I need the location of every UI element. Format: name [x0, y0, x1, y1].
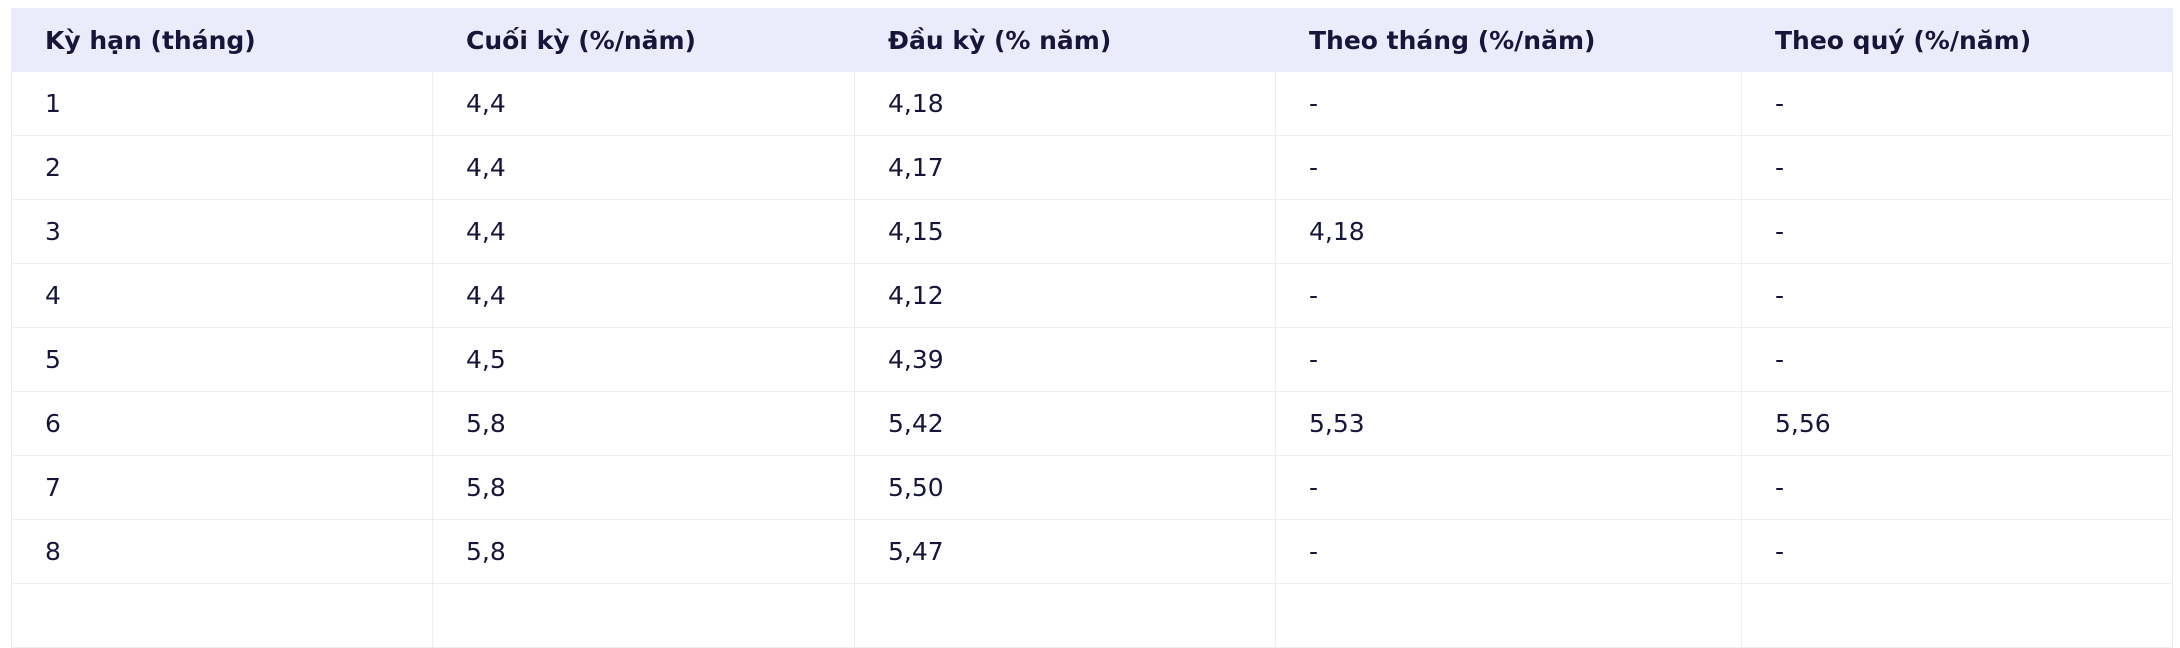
header-cell: Cuối kỳ (%/năm) — [432, 8, 855, 72]
table-cell-empty — [11, 583, 433, 648]
table-cell: 5,50 — [854, 455, 1276, 520]
table-cell: - — [1741, 455, 2173, 520]
table-row: 8 5,8 5,47- - — [11, 519, 2173, 584]
table-row-partial — [11, 583, 2173, 648]
header-row: Kỳ hạn (tháng) Cuối kỳ (%/năm) Đầu kỳ (% n… — [11, 8, 2173, 72]
table-cell: 4,4 — [432, 263, 855, 328]
table-cell: 5,8 — [432, 391, 855, 456]
table-cell-empty — [854, 583, 1276, 648]
table-cell: 5,42 — [854, 391, 1276, 456]
table-cell: - — [1741, 263, 2173, 328]
table-cell: 8 — [11, 519, 433, 584]
table-cell: 4,17 — [854, 135, 1276, 200]
table-cell: 5,47 — [854, 519, 1276, 584]
table-cell: 4,15 — [854, 199, 1276, 264]
table-cell: - — [1275, 71, 1742, 136]
rate-table: Kỳ hạn (tháng) Cuối kỳ (%/năm) Đầu kỳ (% n… — [11, 8, 2173, 648]
table-cell: - — [1275, 135, 1742, 200]
table-cell: - — [1275, 519, 1742, 584]
table-cell: - — [1741, 135, 2173, 200]
table-cell: 5 — [11, 327, 433, 392]
table-row: 2 4,4 4,17- - — [11, 135, 2173, 200]
table-cell: 4,39 — [854, 327, 1276, 392]
table-cell: - — [1275, 455, 1742, 520]
table-cell: 4,4 — [432, 71, 855, 136]
table-row: 6 5,8 5,42 5,53 5,56 — [11, 391, 2173, 456]
table-cell: 5,56 — [1741, 391, 2173, 456]
table-cell: - — [1741, 519, 2173, 584]
rate-table-container: Kỳ hạn (tháng) Cuối kỳ (%/năm) Đầu kỳ (% n… — [11, 8, 2173, 648]
header-cell: Kỳ hạn (tháng) — [11, 8, 433, 72]
table-cell: 4,18 — [1275, 199, 1742, 264]
table-row: 7 5,8 5,50- - — [11, 455, 2173, 520]
table-row: 4 4,4 4,12- - — [11, 263, 2173, 328]
table-cell: 1 — [11, 71, 433, 136]
table-cell: 3 — [11, 199, 433, 264]
table-cell: - — [1275, 263, 1742, 328]
table-cell-empty — [432, 583, 855, 648]
table-row: 3 4,4 4,15 4,18- — [11, 199, 2173, 264]
table-cell-empty — [1741, 583, 2173, 648]
table-cell: 7 — [11, 455, 433, 520]
table-cell: 4,12 — [854, 263, 1276, 328]
table-cell: 2 — [11, 135, 433, 200]
table-cell: - — [1741, 199, 2173, 264]
page: Kỳ hạn (tháng) Cuối kỳ (%/năm) Đầu kỳ (% n… — [11, 8, 2173, 648]
table-cell: 4,4 — [432, 199, 855, 264]
table-cell: - — [1741, 327, 2173, 392]
table-cell: 5,8 — [432, 455, 855, 520]
table-cell: 5,8 — [432, 519, 855, 584]
table-cell: - — [1275, 327, 1742, 392]
table-cell: 4,4 — [432, 135, 855, 200]
table-cell: 5,53 — [1275, 391, 1742, 456]
table-row: 1 4,4 4,18- - — [11, 71, 2173, 136]
table-cell: 6 — [11, 391, 433, 456]
table-cell-empty — [1275, 583, 1742, 648]
table-cell: - — [1741, 71, 2173, 136]
table-body: 1 4,4 4,18- -2 4,4 4,17- -3 4,4 4,15 4,18-4 4,4 4,1… — [11, 71, 2173, 648]
table-row: 5 4,5 4,39- - — [11, 327, 2173, 392]
header-cell: Đầu kỳ (% năm) — [854, 8, 1276, 72]
header-cell: Theo quý (%/năm) — [1741, 8, 2173, 72]
table-cell: 4,5 — [432, 327, 855, 392]
table-cell: 4,18 — [854, 71, 1276, 136]
header-cell: Theo tháng (%/năm) — [1275, 8, 1742, 72]
table-cell: 4 — [11, 263, 433, 328]
